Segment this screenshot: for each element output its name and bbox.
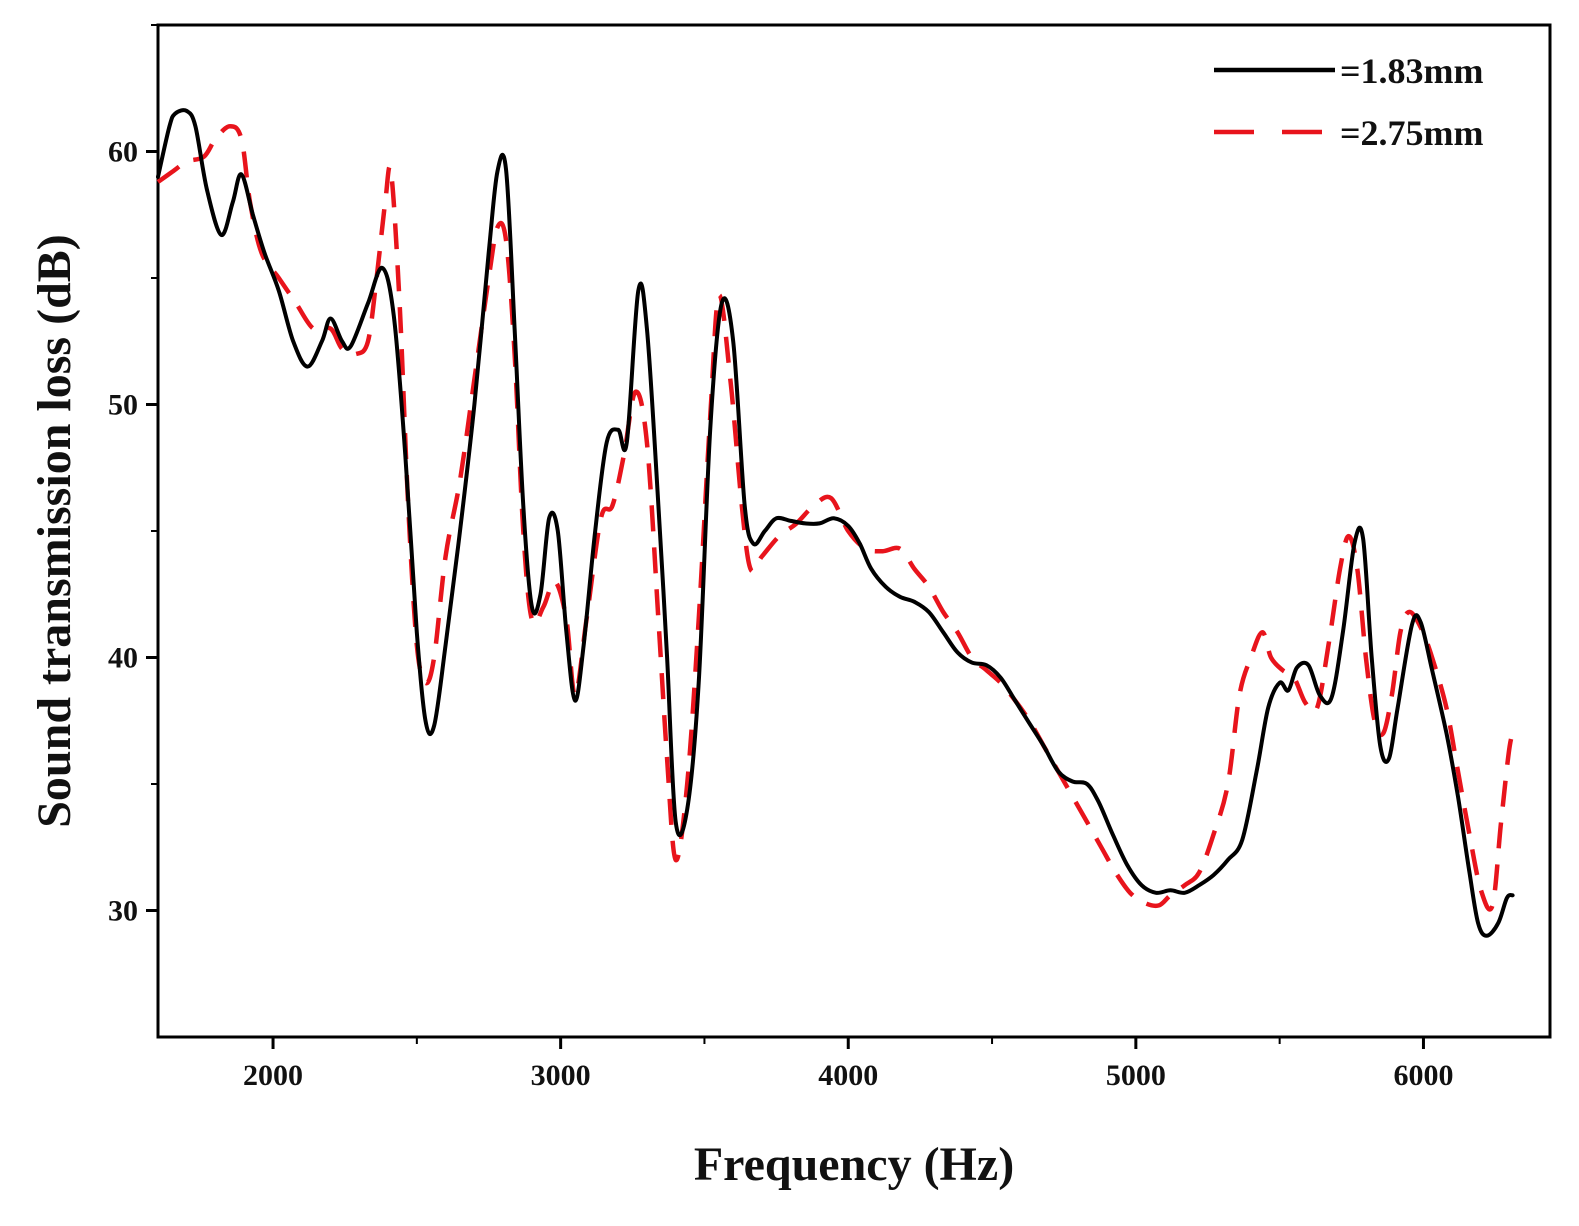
x-tick-label: 3000 — [531, 1059, 591, 1092]
series-line-1-83mm — [156, 108, 1515, 938]
legend-label-1: =1.83mm — [1340, 51, 1484, 91]
y-axis-title: Sound transmission loss (dB) — [28, 234, 81, 828]
x-axis-title: Frequency (Hz) — [694, 1138, 1014, 1191]
x-tick-label: 6000 — [1393, 1059, 1453, 1092]
x-tick-label: 2000 — [243, 1059, 303, 1092]
y-tick-label: 50 — [108, 389, 138, 422]
series-line-2-75mm — [156, 123, 1518, 912]
legend: =1.83mm =2.75mm — [1214, 51, 1484, 153]
y-tick-label: 40 — [108, 642, 138, 675]
x-tick-label: 5000 — [1106, 1059, 1166, 1092]
legend-label-2: =2.75mm — [1340, 113, 1484, 153]
x-tick-label: 4000 — [818, 1059, 878, 1092]
y-tick-label: 60 — [108, 136, 138, 169]
y-tick-label: 30 — [108, 895, 138, 928]
